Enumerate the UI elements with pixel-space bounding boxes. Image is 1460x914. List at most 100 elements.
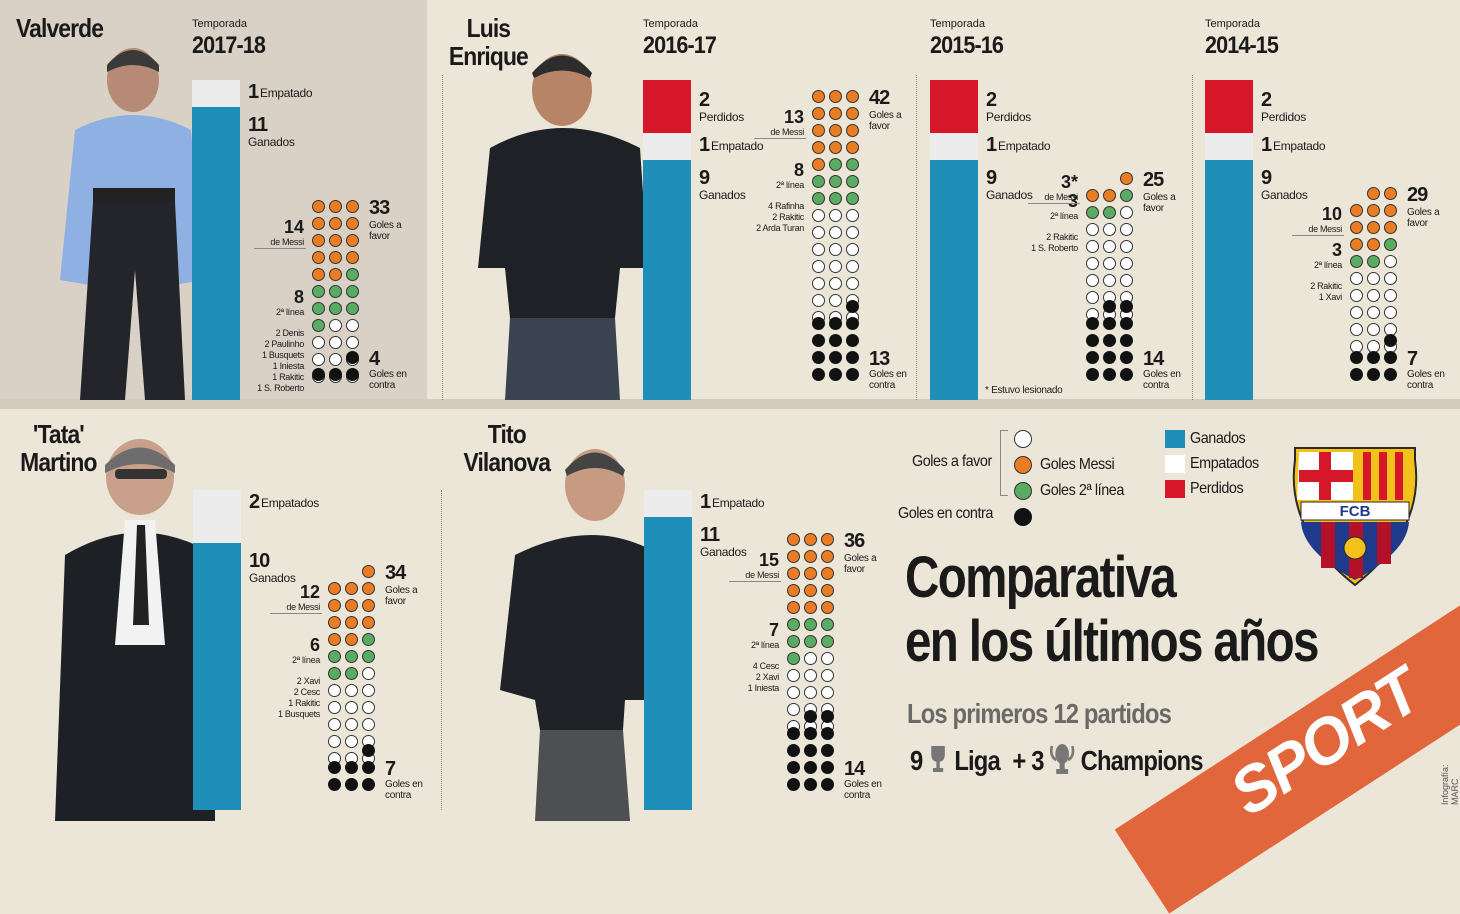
legend-goles-2a-linea: Goles 2ª línea [1040,482,1124,499]
goal-contra-dot [829,334,842,347]
goal-dot [345,684,358,697]
goal-dot [1384,221,1397,234]
goal-dot [787,669,800,682]
goal-dot [1367,221,1380,234]
fcb-crest-logo: FCB [1292,447,1418,587]
goal-dot [804,686,817,699]
bar-empatados [192,80,240,107]
goal-contra-dot [1384,368,1397,381]
fcb-text: FCB [1340,503,1371,520]
label-goles-2a-linea: 2ª línea [1050,211,1078,221]
scorer-item: 1 Busquets [277,709,320,719]
goal-dot [1120,172,1133,185]
value-goles-favor: 36 [844,530,865,552]
value-goles-2a-linea: 3 [1067,191,1078,211]
goal-contra-dot [821,761,834,774]
goal-dot [328,616,341,629]
value-goles-contra: 4 [369,348,380,370]
label-goles-2a-linea: 2ª línea [292,655,320,665]
goal-dot [312,251,325,264]
value-goles-2a-linea: 8 [293,287,304,307]
goal-contra-dot [1384,351,1397,364]
label-goles-contra: Goles en contra [844,779,882,801]
separator [1192,75,1193,400]
goal-contra-dot [821,744,834,757]
goal-contra-dot [1120,317,1133,330]
goal-contra-dot [787,727,800,740]
panel-bottom-bg [0,409,1460,821]
separator [916,75,917,400]
goal-dot [1350,204,1363,217]
legend-dot-messi [1014,456,1032,474]
label-empatados: Empatado [260,86,313,100]
coach-name-luis-enrique: Luis Enrique [448,13,529,71]
value-goles-messi: 14 [283,217,304,237]
goal-dot [1384,289,1397,302]
bracket-messi [754,138,806,139]
goal-dot [787,584,800,597]
value-ganados: 9 [699,167,710,189]
label-goles-contra: Goles en contra [869,369,907,391]
scorer-item: 1 Busquets [261,350,304,360]
bracket-messi [1028,203,1080,204]
legend-dot-contra [1014,508,1032,526]
scorer-item: 2 Xavi [755,672,780,682]
goal-dot [846,192,859,205]
scorer-item: 1 S. Roberto [257,383,304,393]
goal-dot [812,90,825,103]
goal-contra-dot [804,778,817,791]
goal-dot [812,192,825,205]
goal-dot [1367,204,1380,217]
goal-dot [1350,238,1363,251]
label-empatados: Empatado [711,139,764,154]
label-goles-contra: Goles en contra [369,369,407,391]
value-empatados: 1 [700,491,711,513]
goal-dot [328,633,341,646]
goal-dot [312,319,325,332]
goal-dot [821,584,834,597]
goal-contra-dot [346,368,359,381]
title-line-1: Comparativa [905,545,1177,610]
goal-dot [328,650,341,663]
goal-contra-dot [846,334,859,347]
goal-dot [846,158,859,171]
value-goles-contra: 14 [1143,348,1164,370]
goal-dot [821,618,834,631]
goal-dot [329,268,342,281]
goal-dot [1367,306,1380,319]
label-ganados: Ganados [1261,188,1308,202]
label-ganados: Ganados [699,188,746,202]
scorer-item: 2 Rakitic [772,212,804,222]
goal-dot [312,336,325,349]
label-goles-messi: de Messi [770,127,804,137]
goal-dot [1086,291,1099,304]
goal-dot [362,650,375,663]
goal-dot [345,667,358,680]
scorer-item: 2 Paulinho [264,339,304,349]
value-goles-messi: 3* [1060,172,1078,192]
liga-count: 9 [910,744,923,776]
label-goles-messi: de Messi [1044,192,1078,202]
goal-dot [312,285,325,298]
goal-contra-dot [1086,368,1099,381]
goal-dot [812,243,825,256]
goal-dot [812,141,825,154]
goal-contra-dot [1103,334,1116,347]
goal-dot [787,652,800,665]
bar-perdidos [1205,80,1253,134]
goal-dot [812,209,825,222]
goal-contra-dot [829,351,842,364]
legend-swatch-ganados [1165,430,1185,448]
goal-contra-dot [1103,317,1116,330]
label-goles-favor: Goles a favor [869,110,902,132]
goal-dot [812,260,825,273]
goal-dot [846,209,859,222]
goal-dot [821,669,834,682]
goal-dot [787,635,800,648]
value-ganados: 11 [700,523,720,546]
goal-dot [804,601,817,614]
title-line-2: en los últimos años [905,609,1319,674]
value-goles-favor: 29 [1407,184,1428,206]
goal-dot [1350,221,1363,234]
goal-dot [346,336,359,349]
